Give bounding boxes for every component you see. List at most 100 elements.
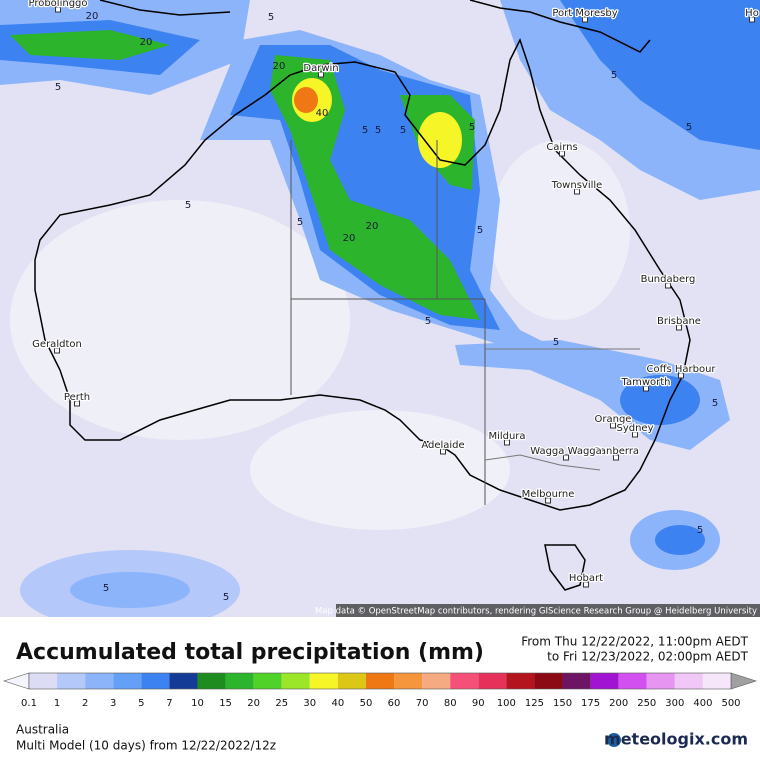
contour-label: 40 [316, 108, 329, 119]
city-marker [563, 454, 569, 461]
time-to: to Fri 12/23/2022, 02:00pm AEDT [547, 650, 749, 664]
legend-tick-label: 125 [525, 698, 544, 709]
legend-tick-label: 100 [497, 698, 516, 709]
legend-tick-label: 90 [472, 698, 485, 709]
contour-label: 20 [273, 61, 286, 72]
legend-swatch [225, 673, 254, 689]
legend-tick-label: 400 [693, 698, 712, 709]
city-label: Darwin [303, 63, 338, 74]
city-label: Ho [745, 8, 759, 19]
legend-tick-label: 30 [303, 698, 316, 709]
city-label: Sydney [616, 423, 653, 434]
legend-swatch [534, 673, 563, 689]
city-label: Brisbane [657, 316, 701, 327]
city-label: Cairns [546, 142, 577, 153]
model-info: Multi Model (10 days) from 12/22/2022/12… [16, 739, 276, 753]
brand-icon [607, 733, 621, 747]
legend-tick-label: 1 [54, 698, 60, 709]
legend-tick-label: 500 [721, 698, 740, 709]
city-marker [504, 439, 510, 446]
contour-label: 5 [362, 125, 368, 136]
city-marker [74, 400, 80, 407]
city-marker [643, 385, 649, 392]
legend-tick-label: 175 [581, 698, 600, 709]
city-marker [54, 347, 60, 354]
contour-label: 5 [611, 70, 617, 81]
city-label: Bundaberg [641, 274, 696, 285]
legend-tick-label: 70 [416, 698, 429, 709]
city-label: Port Moresby [552, 8, 617, 19]
legend-tick-label: 10 [191, 698, 204, 709]
city-label: Townsville [551, 180, 603, 191]
legend-swatch [646, 673, 675, 689]
city-label: Adelaide [421, 440, 464, 451]
city-label: Orange [595, 414, 632, 425]
legend-swatch [57, 673, 86, 689]
region: Australia [16, 723, 69, 737]
legend-swatch [478, 673, 507, 689]
contour-label: 5 [477, 225, 483, 236]
city-marker [55, 6, 61, 13]
contour-label: 5 [223, 592, 229, 603]
legend-swatch [394, 673, 423, 689]
legend-arrow-high [730, 672, 757, 690]
legend-tick-label: 60 [388, 698, 401, 709]
city-label: Mildura [488, 431, 525, 442]
legend-tick-label: 80 [444, 698, 457, 709]
legend-tick-label: 3 [110, 698, 116, 709]
legend-swatch [422, 673, 451, 689]
contour-label: 20 [343, 233, 356, 244]
legend-swatch [674, 673, 703, 689]
legend-swatch [365, 673, 395, 689]
legend-tick-label: 15 [219, 698, 232, 709]
legend-swatch [197, 673, 226, 689]
city-label: Wagga Wagga [530, 446, 602, 457]
contour-label: 5 [712, 398, 718, 409]
city-label: Canberra [593, 446, 639, 457]
city-marker [440, 448, 446, 455]
city-marker [559, 150, 565, 157]
contour-label: 5 [103, 583, 109, 594]
city-label: Perth [64, 392, 90, 403]
legend-swatch [506, 673, 535, 689]
contour-label: 20 [86, 11, 99, 22]
legend-tick-label: 150 [553, 698, 572, 709]
legend-tick-label: 300 [665, 698, 684, 709]
legend-swatch [29, 673, 58, 689]
contour-label: 5 [400, 125, 406, 136]
contour-label: 5 [686, 122, 692, 133]
legend-swatch [281, 673, 310, 689]
city-label: Tamworth [621, 377, 671, 388]
legend-swatch [618, 673, 647, 689]
legend-swatch [337, 673, 366, 689]
legend-swatch [450, 673, 479, 689]
legend-tick-label: 20 [247, 698, 260, 709]
city-label: Probolinggo [28, 0, 87, 9]
legend-tick-label: 25 [275, 698, 288, 709]
city-marker [676, 324, 682, 331]
city-marker [574, 188, 580, 195]
contour-label: 5 [553, 337, 559, 348]
contour-label: 5 [55, 82, 61, 93]
contour-label: 5 [297, 217, 303, 228]
legend-tick-label: 0.1 [21, 698, 37, 709]
city-marker [582, 16, 588, 23]
contour-label: 5 [469, 122, 475, 133]
city-label: Melbourne [522, 489, 575, 500]
legend-arrow-low [3, 672, 30, 690]
city-marker [613, 454, 619, 461]
brand[interactable]: meteologix.com [604, 730, 748, 749]
legend-tick-label: 40 [332, 698, 345, 709]
city-marker [583, 581, 589, 588]
legend-tick-label: 50 [360, 698, 373, 709]
legend-swatch [141, 673, 170, 689]
legend-frame [28, 672, 732, 690]
legend-swatch [590, 673, 619, 689]
city-marker [610, 422, 616, 429]
legend-tick-label: 200 [609, 698, 628, 709]
contour-label: 20 [366, 221, 379, 232]
attribution: Map data © OpenStreetMap contributors, r… [315, 607, 757, 617]
city-label: Coffs Harbour [646, 364, 716, 375]
city-label: Hobart [569, 573, 603, 584]
